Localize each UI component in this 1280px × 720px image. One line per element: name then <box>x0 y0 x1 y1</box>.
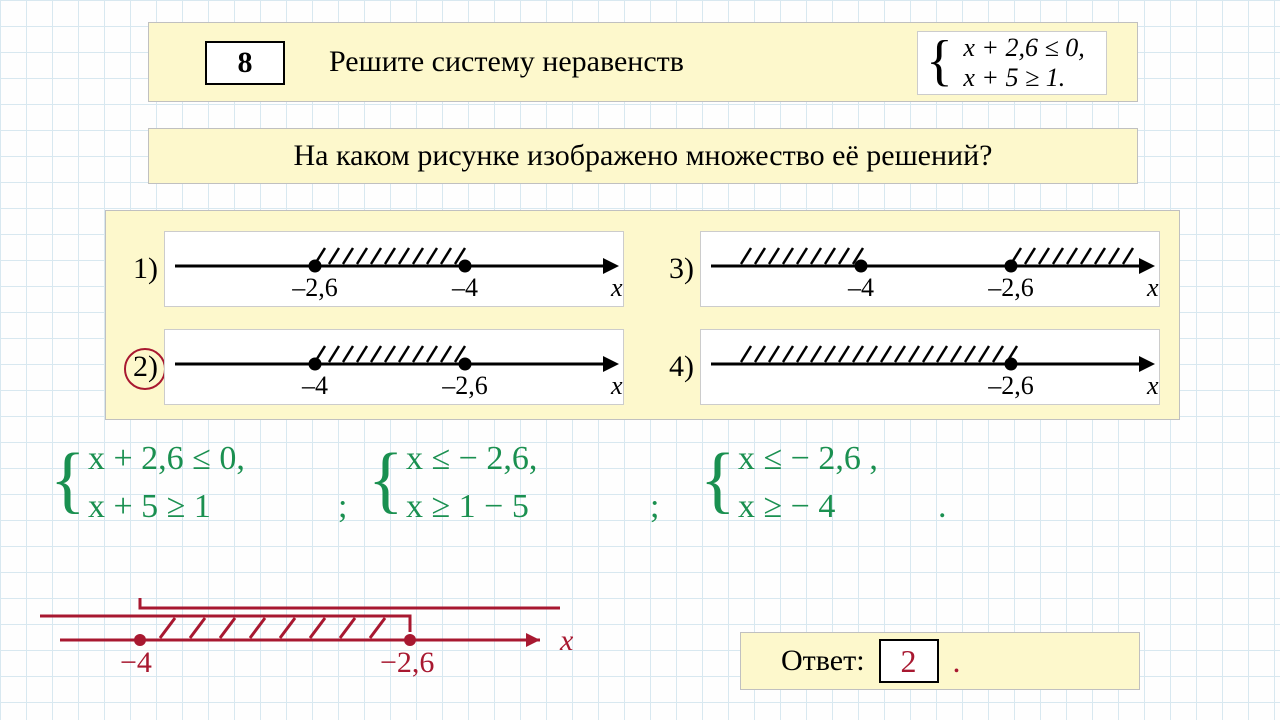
number-line: –2,6 –4 x <box>164 231 624 307</box>
answer-label: Ответ: <box>781 644 865 678</box>
option-label: 1) <box>118 252 164 286</box>
number-line: –4 –2,6 x <box>164 329 624 405</box>
svg-text:x: x <box>559 624 574 657</box>
svg-text:–2,6: –2,6 <box>987 371 1034 400</box>
work-sys1-l1: x + 2,6 ≤ 0, <box>88 440 245 478</box>
svg-text:–2,6: –2,6 <box>987 273 1034 302</box>
system-line1: x + 2,6 ≤ 0, <box>963 33 1084 62</box>
option-4: 4) –2,6 x <box>654 327 1174 407</box>
problem-header: 8 Решите систему неравенств { x + 2,6 ≤ … <box>148 22 1138 102</box>
number-line: –2,6 x <box>700 329 1160 405</box>
option-1: 1) –2,6 –4 x <box>118 229 638 309</box>
problem-number-box: 8 <box>205 41 285 85</box>
svg-text:–2,6: –2,6 <box>291 273 338 302</box>
option-label: 4) <box>654 350 700 384</box>
svg-text:x: x <box>610 371 623 400</box>
work-sys3-l2: x ≥ − 4 <box>738 488 835 526</box>
svg-text:–4: –4 <box>451 273 478 302</box>
problem-title: Решите систему неравенств <box>329 45 684 79</box>
svg-text:–2,6: –2,6 <box>441 371 488 400</box>
work-sys1-l2: x + 5 ≥ 1 <box>88 488 211 526</box>
system-line2: x + 5 ≥ 1. <box>963 63 1065 92</box>
svg-text:–4: –4 <box>301 371 328 400</box>
option-label: 3) <box>654 252 700 286</box>
answer-value: 2 <box>879 639 939 683</box>
svg-text:x: x <box>610 273 623 302</box>
number-line: –4 –2,6 x <box>700 231 1160 307</box>
option-label: 2) <box>118 350 164 384</box>
option-3: 3) –4 –2,6 x <box>654 229 1174 309</box>
option-2: 2) –4 –2,6 x <box>118 327 638 407</box>
work-sys2-l2: x ≥ 1 − 5 <box>406 488 529 526</box>
work-sys3-l1: x ≤ − 2,6 , <box>738 440 878 478</box>
svg-text:−2,6: −2,6 <box>380 646 434 679</box>
work-sketch: −4 −2,6 x <box>40 560 640 690</box>
system-box: { x + 2,6 ≤ 0, x + 5 ≥ 1. <box>917 31 1107 95</box>
svg-text:x: x <box>1146 273 1159 302</box>
svg-text:x: x <box>1146 371 1159 400</box>
work-sep2: ; <box>650 488 659 526</box>
svg-text:–4: –4 <box>847 273 874 302</box>
svg-text:−4: −4 <box>120 646 152 679</box>
work-sep1: ; <box>338 488 347 526</box>
options-panel: 1) –2,6 –4 x 2) –4 –2,6 x 3) –4 –2,6 x 4) –2,6 x <box>105 210 1180 420</box>
answer-dot: . <box>953 643 961 680</box>
answer-bar: Ответ: 2 . <box>740 632 1140 690</box>
work-sep3: . <box>938 488 947 526</box>
question-text: На каком рисунке изображено множество её… <box>148 128 1138 184</box>
work-sys2-l1: x ≤ − 2,6, <box>406 440 537 478</box>
